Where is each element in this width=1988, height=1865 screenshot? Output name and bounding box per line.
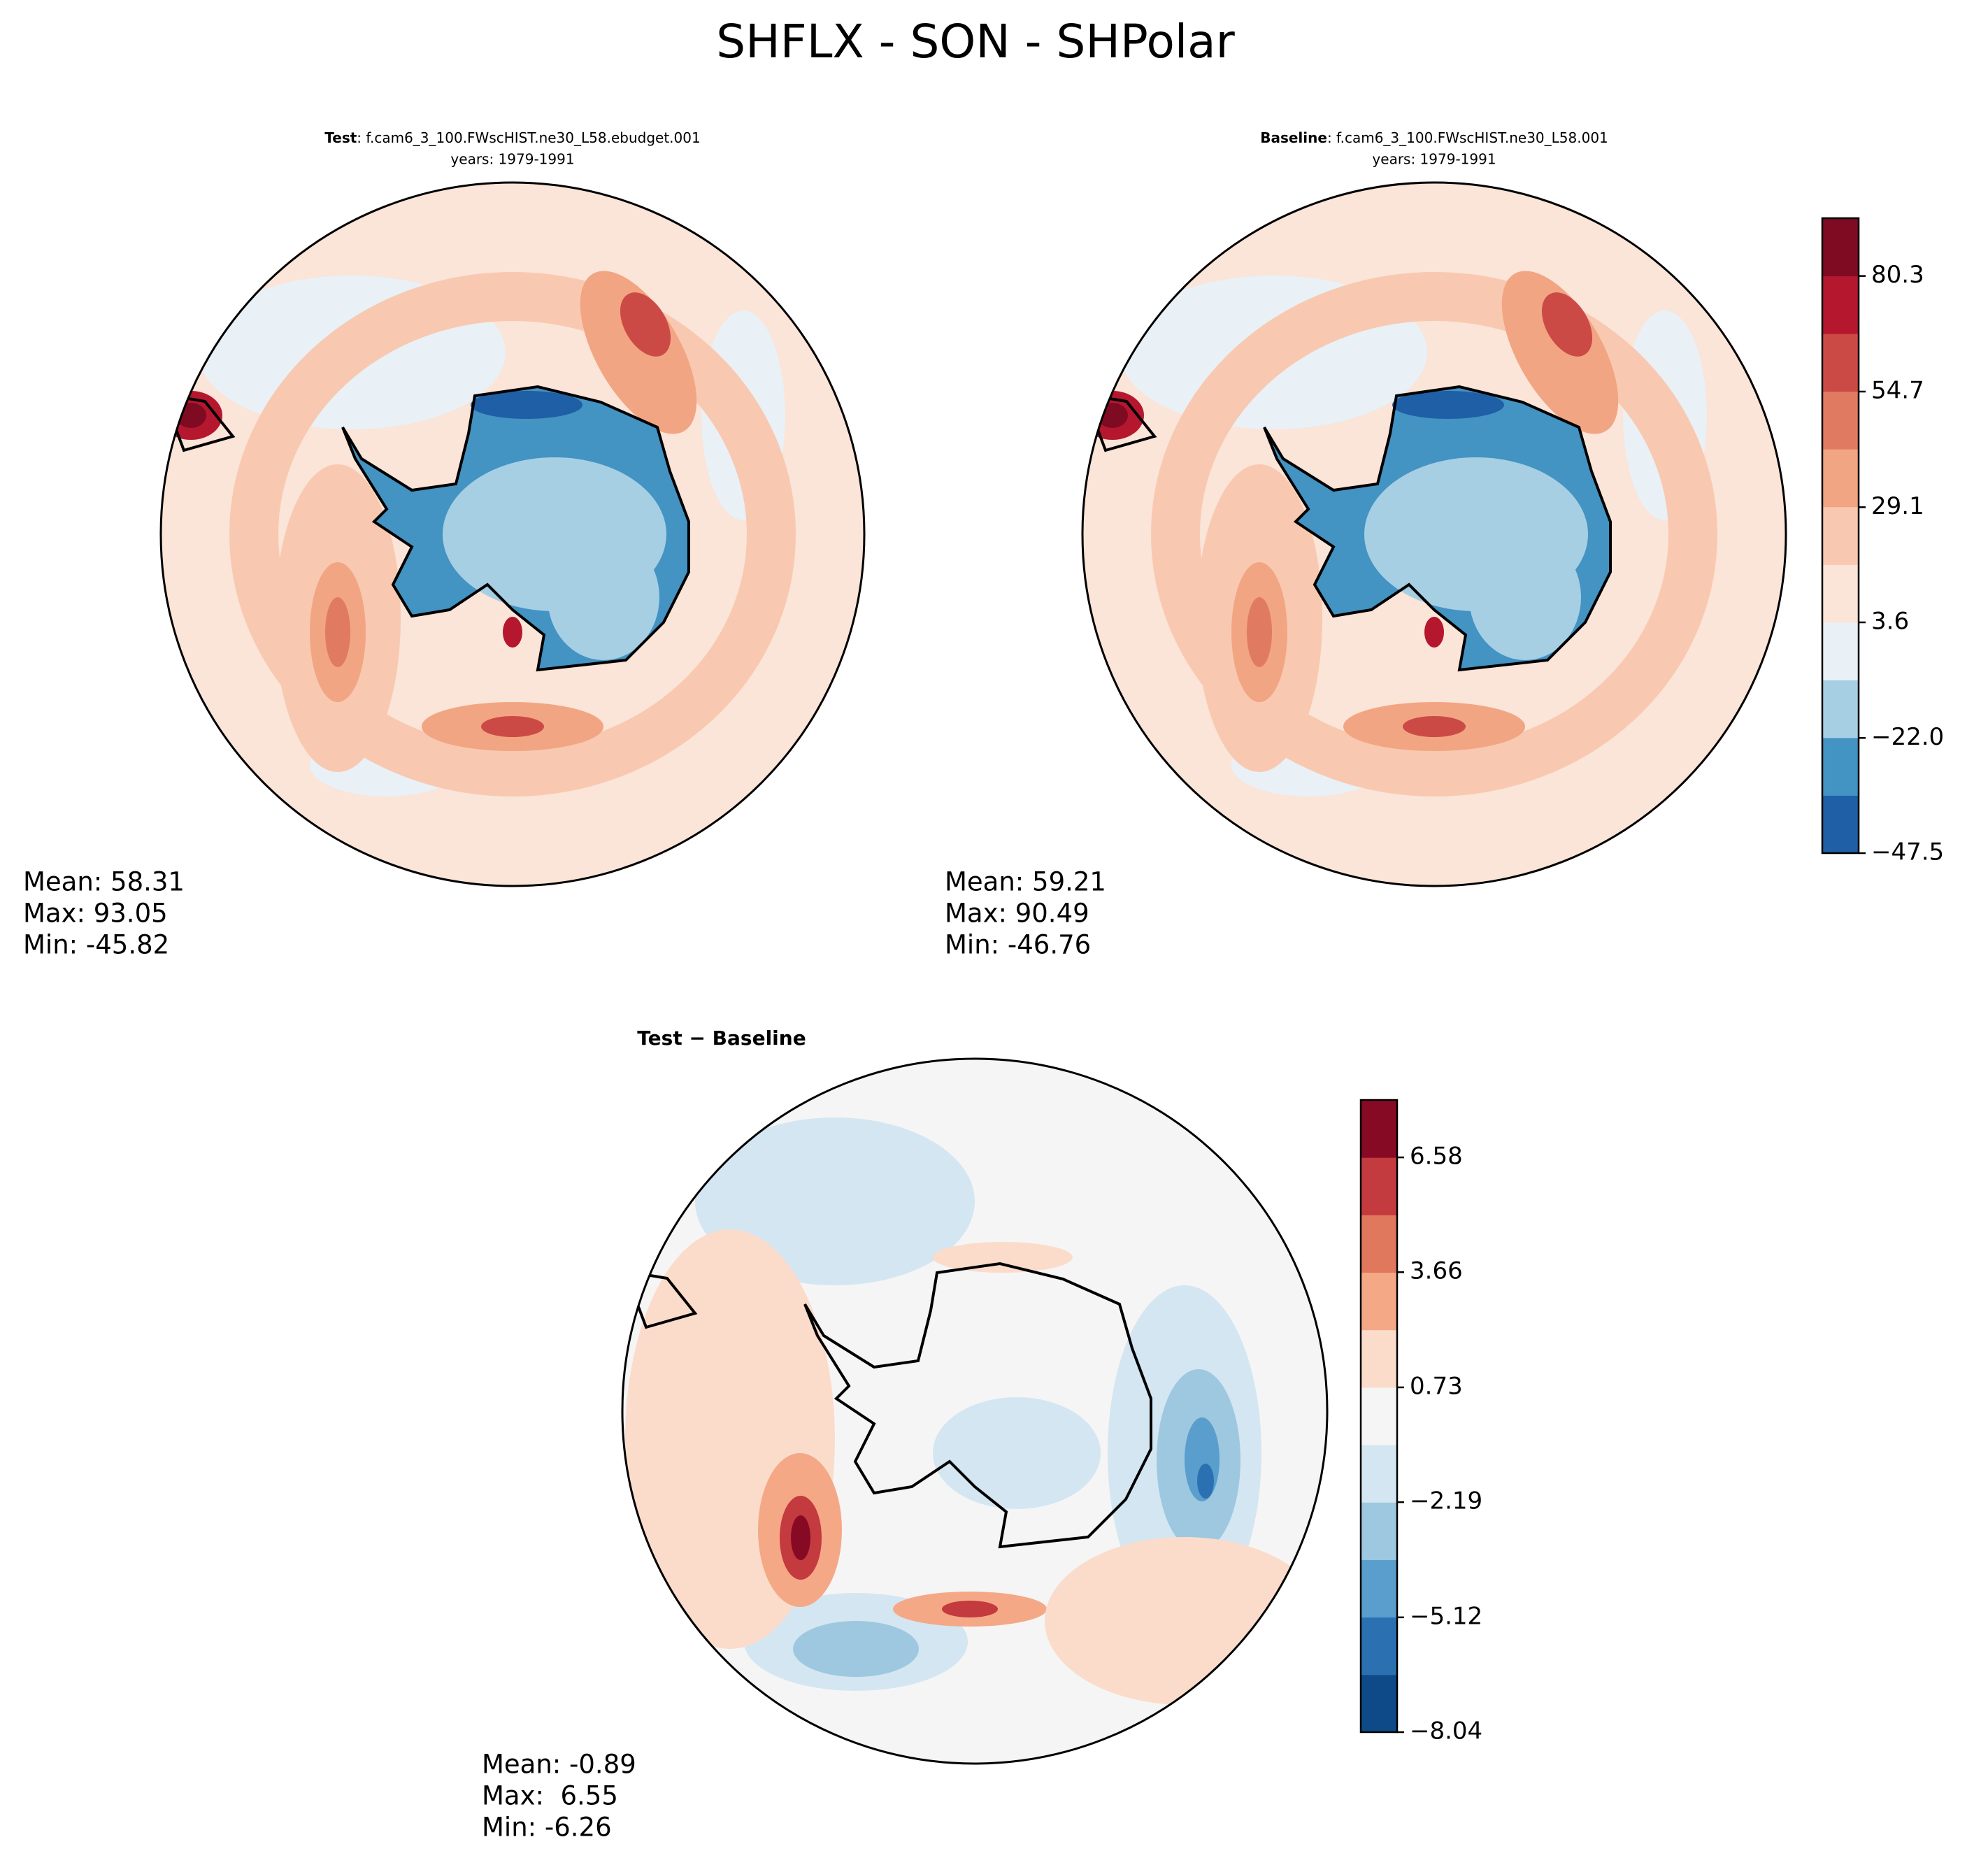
stat-text: Max: 6.55 bbox=[482, 1781, 618, 1811]
colorbar-band bbox=[1822, 564, 1859, 623]
stat-text: Min: -45.82 bbox=[23, 930, 169, 960]
panel-title: Test: f.cam6_3_100.FWscHIST.ne30_L58.ebu… bbox=[324, 129, 700, 146]
colorbar-band bbox=[1361, 1329, 1397, 1388]
colorbar-band bbox=[1822, 795, 1859, 854]
colorbar-tick-label: −47.5 bbox=[1871, 838, 1944, 866]
colorbar-band bbox=[1361, 1445, 1397, 1503]
stat-text: Min: -46.76 bbox=[945, 930, 1091, 960]
panel-title: Baseline: f.cam6_3_100.FWscHIST.ne30_L58… bbox=[1260, 129, 1608, 146]
colorbar-tick-label: −5.12 bbox=[1410, 1602, 1482, 1630]
test-map bbox=[156, 178, 869, 891]
colorbar-tick-label: 3.6 bbox=[1871, 607, 1909, 635]
colorbar-band bbox=[1361, 1157, 1397, 1215]
panel-name: Baseline bbox=[1260, 129, 1327, 146]
colorbar-band bbox=[1361, 1502, 1397, 1560]
colorbar-tick-label: −2.19 bbox=[1410, 1487, 1482, 1515]
panel-name: Test bbox=[324, 129, 357, 146]
colorbar-band bbox=[1361, 1387, 1397, 1445]
diff-map bbox=[621, 1057, 1329, 1765]
panel-title: Test − Baseline bbox=[637, 1027, 806, 1050]
baseline-map bbox=[1078, 178, 1791, 891]
colorbar-band bbox=[1822, 449, 1859, 508]
colorbar-band bbox=[1822, 506, 1859, 565]
colorbar-band bbox=[1361, 1100, 1397, 1158]
colorbar-tick-label: 54.7 bbox=[1871, 376, 1924, 404]
stat-text: Mean: -0.89 bbox=[482, 1750, 636, 1780]
stat-text: Max: 93.05 bbox=[23, 899, 168, 929]
colorbar-band bbox=[1822, 622, 1859, 680]
stat-text: Mean: 59.21 bbox=[945, 867, 1106, 897]
colorbar-band bbox=[1822, 218, 1859, 277]
figure-title: SHFLX - SON - SHPolar bbox=[716, 15, 1235, 69]
stat-text: Max: 90.49 bbox=[945, 899, 1089, 929]
panel-case: : f.cam6_3_100.FWscHIST.ne30_L58.ebudget… bbox=[357, 129, 700, 146]
colorbar-frame bbox=[1821, 217, 1860, 855]
colorbar-band bbox=[1361, 1559, 1397, 1618]
colorbar-band bbox=[1361, 1215, 1397, 1273]
colorbar-frame bbox=[1359, 1099, 1399, 1734]
colorbar-band bbox=[1822, 334, 1859, 392]
colorbar-tick-label: 0.73 bbox=[1410, 1372, 1463, 1400]
colorbar-tick-label: 29.1 bbox=[1871, 492, 1924, 520]
colorbar-band bbox=[1361, 1674, 1397, 1733]
stat-text: Mean: 58.31 bbox=[23, 867, 185, 897]
colorbar-band bbox=[1822, 276, 1859, 334]
stat-text: Min: -6.26 bbox=[482, 1813, 612, 1843]
colorbar-tick-label: −22.0 bbox=[1871, 723, 1944, 751]
colorbar-tick-label: 80.3 bbox=[1871, 261, 1924, 289]
colorbar-band bbox=[1822, 737, 1859, 796]
colorbar-band bbox=[1361, 1272, 1397, 1331]
colorbar-tick-label: 6.58 bbox=[1410, 1143, 1463, 1171]
colorbar-tick-label: 3.66 bbox=[1410, 1257, 1463, 1285]
panel-years: years: 1979-1991 bbox=[450, 151, 574, 168]
colorbar-band bbox=[1822, 391, 1859, 450]
colorbar-tick-label: −8.04 bbox=[1410, 1717, 1482, 1745]
panel-years: years: 1979-1991 bbox=[1372, 151, 1496, 168]
colorbar-band bbox=[1822, 680, 1859, 738]
colorbar-band bbox=[1361, 1617, 1397, 1675]
panel-case: : f.cam6_3_100.FWscHIST.ne30_L58.001 bbox=[1327, 129, 1608, 146]
